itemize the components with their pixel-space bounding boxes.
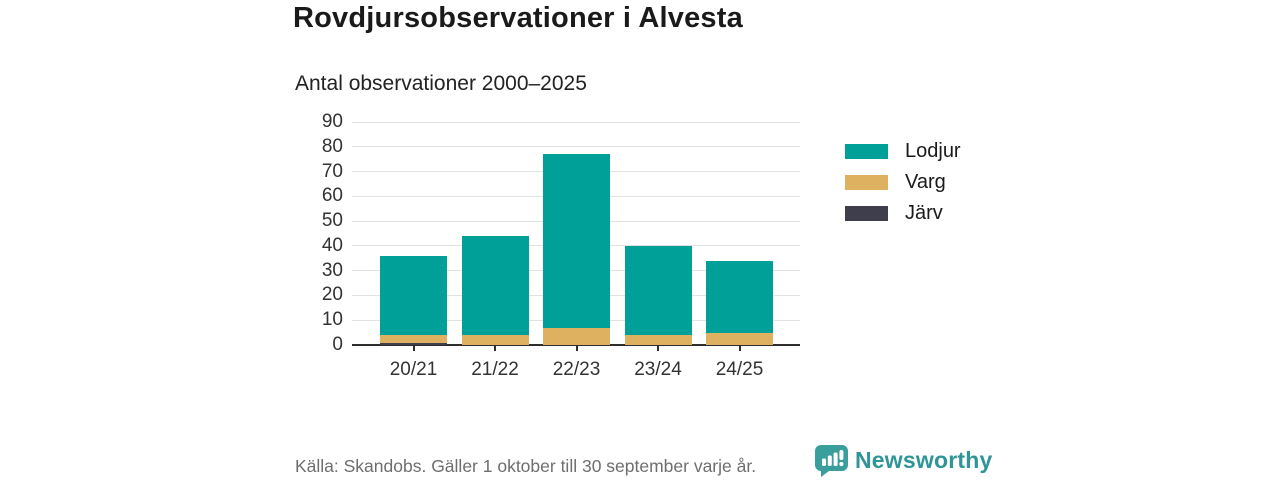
bar-segment-lodjur [624, 245, 692, 336]
x-tick-label: 24/25 [715, 359, 764, 380]
bar-segment-lodjur [461, 235, 529, 336]
x-tick-label: 22/23 [552, 359, 601, 380]
newsworthy-bubble-icon [815, 445, 848, 477]
chart-subtitle: Antal observationer 2000–2025 [295, 72, 587, 95]
gridline [352, 121, 800, 123]
bar-segment-varg [461, 335, 529, 345]
source-note: Källa: Skandobs. Gäller 1 oktober till 3… [295, 456, 757, 476]
x-tick-label: 20/21 [389, 359, 438, 380]
y-tick-label: 10 [321, 309, 343, 331]
y-tick-label: 40 [321, 234, 343, 256]
plot-area: 20/21 21/22 22/23 23/24 24/25 [352, 121, 800, 380]
legend-swatch [845, 174, 888, 190]
legend-item-jarv: Järv [845, 201, 961, 224]
y-tick-label: 90 [321, 111, 343, 132]
y-tick-label: 60 [321, 185, 343, 207]
bar-segment-lodjur [380, 255, 447, 336]
bar-segment-järv [380, 342, 447, 345]
bar-23-24 [624, 245, 692, 345]
y-tick-label: 20 [321, 284, 343, 306]
legend-label: Lodjur [905, 139, 961, 162]
x-axis-tick [412, 345, 415, 351]
x-axis-tick [657, 345, 659, 351]
bar-segment-lodjur [706, 260, 773, 333]
bar-segment-varg [624, 335, 692, 345]
legend-item-varg: Varg [845, 170, 961, 193]
bar-segment-lodjur [543, 154, 610, 328]
legend-label: Järv [905, 201, 943, 224]
gridline [352, 146, 800, 148]
legend-item-lodjur: Lodjur [845, 139, 961, 162]
bar-segment-varg [543, 327, 610, 345]
y-tick-label: 0 [332, 334, 343, 355]
brand-logo: Newsworthy [815, 445, 992, 477]
legend-swatch [845, 143, 888, 159]
bar-22-23 [543, 154, 610, 345]
y-axis: 0 10 20 30 40 50 60 70 80 90 [290, 111, 343, 355]
brand-wordmark: Newsworthy [855, 447, 993, 473]
page-title: Rovdjursobservationer i Alvesta [293, 2, 743, 34]
x-axis-tick [738, 345, 741, 351]
bar-20-21 [380, 255, 447, 345]
bar-24-25 [706, 260, 773, 345]
x-tick-label: 23/24 [634, 359, 682, 380]
legend: Lodjur Varg Järv [845, 139, 961, 235]
bar-segment-varg [706, 332, 773, 345]
y-tick-label: 80 [321, 135, 343, 157]
legend-swatch [845, 205, 888, 221]
y-tick-label: 30 [321, 259, 343, 281]
y-tick-label: 50 [321, 210, 343, 232]
x-tick-label: 21/22 [471, 359, 519, 380]
legend-label: Varg [905, 170, 946, 193]
x-axis-tick [575, 345, 578, 351]
x-axis-tick [494, 345, 496, 351]
bar-21-22 [461, 235, 529, 345]
bar-segment-varg [380, 335, 447, 343]
y-tick-label: 70 [321, 160, 343, 182]
